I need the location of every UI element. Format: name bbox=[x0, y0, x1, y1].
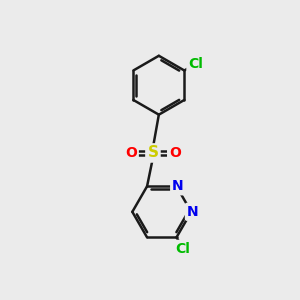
Text: N: N bbox=[187, 205, 199, 219]
Text: Cl: Cl bbox=[188, 57, 203, 71]
Text: O: O bbox=[169, 146, 181, 160]
Text: O: O bbox=[125, 146, 137, 160]
Text: Cl: Cl bbox=[176, 242, 190, 256]
Text: N: N bbox=[172, 179, 184, 193]
Text: S: S bbox=[147, 146, 158, 160]
